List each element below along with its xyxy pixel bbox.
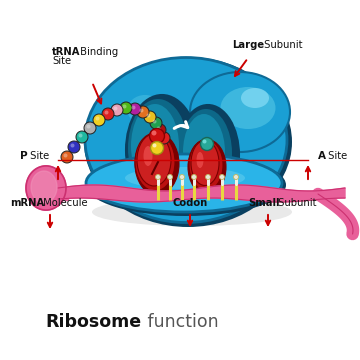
Circle shape xyxy=(102,108,114,120)
Circle shape xyxy=(122,104,126,108)
Polygon shape xyxy=(31,171,57,203)
Text: Site: Site xyxy=(52,56,71,66)
Text: Large: Large xyxy=(232,40,264,50)
Circle shape xyxy=(111,104,123,116)
Circle shape xyxy=(153,144,157,148)
Circle shape xyxy=(137,106,149,118)
Ellipse shape xyxy=(135,133,175,191)
Circle shape xyxy=(86,125,90,129)
Ellipse shape xyxy=(241,88,269,108)
Text: function: function xyxy=(142,313,219,331)
Circle shape xyxy=(201,138,213,150)
Circle shape xyxy=(93,114,105,126)
Ellipse shape xyxy=(197,152,203,168)
Circle shape xyxy=(206,175,211,180)
Ellipse shape xyxy=(84,57,292,227)
Ellipse shape xyxy=(131,104,179,188)
Circle shape xyxy=(167,175,172,180)
Ellipse shape xyxy=(177,105,239,205)
Circle shape xyxy=(192,175,197,180)
Circle shape xyxy=(149,129,165,144)
Ellipse shape xyxy=(220,87,275,129)
Ellipse shape xyxy=(144,146,153,166)
Ellipse shape xyxy=(191,140,219,185)
Text: Codon: Codon xyxy=(172,198,208,208)
Ellipse shape xyxy=(190,72,290,152)
Ellipse shape xyxy=(127,95,162,125)
Circle shape xyxy=(161,135,165,139)
Ellipse shape xyxy=(189,140,223,190)
Ellipse shape xyxy=(86,154,282,212)
Ellipse shape xyxy=(85,58,287,222)
Circle shape xyxy=(139,108,144,112)
Circle shape xyxy=(78,134,82,138)
Text: A: A xyxy=(318,151,326,161)
Circle shape xyxy=(147,113,150,117)
Text: tRNA: tRNA xyxy=(52,47,81,57)
Circle shape xyxy=(129,103,141,115)
Circle shape xyxy=(157,126,161,131)
Circle shape xyxy=(68,141,80,153)
Ellipse shape xyxy=(126,95,198,205)
Ellipse shape xyxy=(180,109,232,197)
Circle shape xyxy=(120,102,132,114)
Circle shape xyxy=(150,117,162,129)
Circle shape xyxy=(152,131,157,135)
Circle shape xyxy=(180,175,184,180)
Ellipse shape xyxy=(128,99,188,197)
Text: Molecule: Molecule xyxy=(40,198,87,208)
Ellipse shape xyxy=(86,154,286,216)
Circle shape xyxy=(220,175,225,180)
Circle shape xyxy=(113,107,117,111)
Ellipse shape xyxy=(135,133,179,195)
Text: P: P xyxy=(20,151,28,161)
Text: Ribosome: Ribosome xyxy=(46,313,142,331)
Circle shape xyxy=(144,111,156,123)
Circle shape xyxy=(104,111,108,114)
Circle shape xyxy=(234,175,238,180)
Text: Site: Site xyxy=(325,151,347,161)
Text: Subunit: Subunit xyxy=(261,40,302,50)
Text: Site: Site xyxy=(27,151,49,161)
Circle shape xyxy=(71,144,75,148)
Circle shape xyxy=(131,105,135,109)
Ellipse shape xyxy=(183,114,225,190)
Circle shape xyxy=(153,120,157,123)
Circle shape xyxy=(63,153,68,158)
Ellipse shape xyxy=(188,140,226,194)
Circle shape xyxy=(76,131,88,143)
Circle shape xyxy=(84,122,96,134)
Ellipse shape xyxy=(137,134,171,186)
Circle shape xyxy=(158,132,170,144)
Circle shape xyxy=(154,124,166,136)
Circle shape xyxy=(202,139,207,144)
Text: mRNA: mRNA xyxy=(10,198,44,208)
Polygon shape xyxy=(26,166,66,210)
Circle shape xyxy=(150,141,163,154)
Circle shape xyxy=(156,175,161,180)
Ellipse shape xyxy=(92,198,292,226)
Circle shape xyxy=(61,151,73,163)
Text: Subunit: Subunit xyxy=(275,198,316,208)
Polygon shape xyxy=(58,185,345,202)
Ellipse shape xyxy=(125,167,245,189)
Circle shape xyxy=(95,117,99,121)
Text: Small: Small xyxy=(248,198,279,208)
Text: Binding: Binding xyxy=(77,47,118,57)
